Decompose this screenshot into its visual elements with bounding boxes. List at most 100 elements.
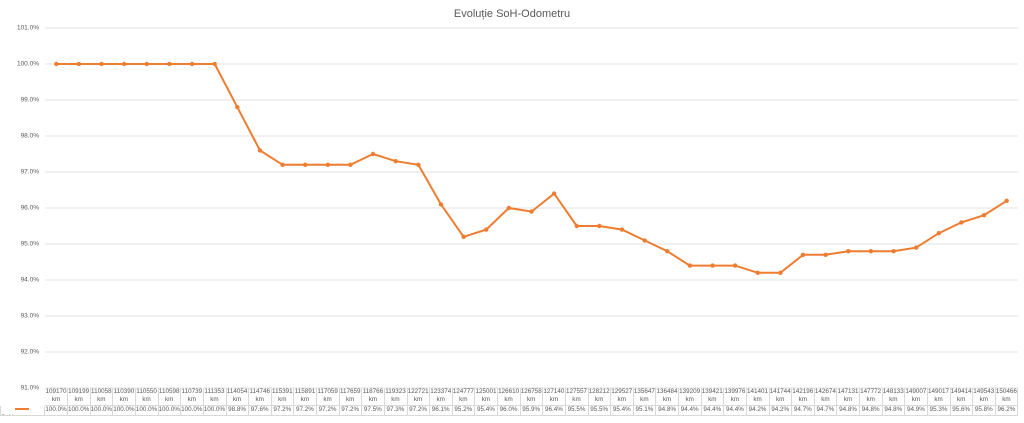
- category-cell: 118766 km: [361, 388, 385, 406]
- value-cell: 95.1%: [633, 406, 657, 416]
- value-cell: 94.8%: [859, 406, 883, 416]
- value-cell: 95.3%: [927, 406, 951, 416]
- value-cell: 95.8%: [972, 406, 996, 416]
- point-marker: [551, 191, 557, 196]
- point-marker: [800, 252, 806, 257]
- category-cell: 122721 km: [407, 388, 431, 406]
- category-cell: 139976 km: [723, 388, 747, 406]
- y-tick-label: 95.0%: [21, 241, 40, 248]
- point-marker: [121, 61, 127, 67]
- value-cell: 100.0%: [135, 406, 159, 416]
- point-marker: [529, 209, 534, 214]
- point-marker: [891, 249, 896, 254]
- category-cell: 123374 km: [429, 388, 453, 406]
- category-cell: 147131 km: [836, 388, 861, 406]
- point-marker: [325, 162, 331, 167]
- value-cell: 95.5%: [565, 406, 589, 416]
- point-marker: [823, 252, 828, 257]
- point-marker: [732, 263, 738, 268]
- value-cell: 95.2%: [452, 406, 476, 416]
- value-cell: 100.0%: [158, 406, 182, 416]
- category-cell: 115391 km: [271, 388, 295, 406]
- category-cell: 110390 km: [112, 388, 136, 406]
- value-cell: 95.5%: [588, 406, 612, 416]
- y-tick-label: 100.0%: [17, 61, 39, 68]
- value-cell: 95.4%: [474, 406, 499, 416]
- legend-label: SoH: [1, 414, 13, 415]
- point-marker: [755, 270, 760, 275]
- value-cell: 94.8%: [836, 406, 861, 416]
- point-marker: [574, 223, 579, 229]
- value-cell: 97.2%: [339, 406, 363, 416]
- category-cell: 114054 km: [226, 388, 250, 406]
- point-marker: [484, 227, 489, 232]
- category-cell: 125001 km: [474, 388, 499, 406]
- y-tick-label: 91.0%: [21, 385, 40, 392]
- point-marker: [348, 162, 353, 167]
- category-cell: 148133 km: [882, 388, 906, 406]
- category-cell: 142196 km: [791, 388, 815, 406]
- category-cell: 117059 km: [316, 388, 340, 406]
- category-cell: 141744 km: [769, 388, 793, 406]
- point-marker: [257, 148, 263, 153]
- y-tick-label: 98.0%: [21, 133, 40, 140]
- point-marker: [959, 220, 964, 225]
- value-cell: 94.7%: [814, 406, 838, 416]
- category-cell: 129527 km: [610, 388, 634, 406]
- point-marker: [778, 270, 783, 275]
- point-marker: [461, 234, 466, 239]
- value-cell: 94.4%: [701, 406, 725, 416]
- point-marker: [416, 162, 421, 167]
- point-marker: [868, 249, 874, 254]
- category-cell: 126610 km: [497, 388, 521, 406]
- y-tick-label: 92.0%: [21, 349, 40, 356]
- point-marker: [370, 151, 376, 157]
- point-marker: [936, 231, 942, 236]
- category-cell: 141401 km: [746, 388, 770, 406]
- point-marker: [144, 61, 150, 67]
- value-cell: 97.2%: [271, 406, 295, 416]
- category-cell: 149017 km: [927, 388, 951, 406]
- point-marker: [212, 61, 217, 67]
- category-cell: 110058 km: [90, 388, 114, 406]
- category-cell: 111353 km: [203, 388, 227, 406]
- category-cell: 127557 km: [565, 388, 589, 406]
- point-marker: [846, 249, 851, 254]
- point-marker: [235, 105, 240, 110]
- category-cell: 114746 km: [248, 388, 272, 406]
- value-cell: 96.0%: [497, 406, 521, 416]
- category-cell: 126758 km: [520, 388, 544, 406]
- category-cell: 115891 km: [293, 388, 318, 406]
- value-cell: 94.9%: [904, 406, 928, 416]
- value-cell: 94.8%: [882, 406, 906, 416]
- value-cell: 100.0%: [203, 406, 227, 416]
- category-cell: 109199 km: [67, 388, 91, 406]
- category-cell: 110550 km: [135, 388, 159, 406]
- value-cell: 97.2%: [316, 406, 340, 416]
- category-cell: 110739 km: [180, 388, 204, 406]
- point-marker: [597, 223, 602, 229]
- point-marker: [76, 61, 82, 67]
- point-marker: [54, 61, 59, 67]
- value-cell: 94.4%: [678, 406, 702, 416]
- value-cell: 94.7%: [791, 406, 815, 416]
- point-marker: [189, 61, 195, 67]
- value-cell: 94.4%: [723, 406, 747, 416]
- value-cell: 95.4%: [610, 406, 634, 416]
- point-marker: [913, 245, 919, 250]
- category-cell: 142674 km: [814, 388, 838, 406]
- category-cell: 124777 km: [452, 388, 476, 406]
- legend-cell: SoH: [0, 406, 45, 416]
- category-cell: 149543 km: [972, 388, 996, 406]
- value-cell: 97.5%: [361, 406, 385, 416]
- category-cell: 147772 km: [859, 388, 883, 406]
- category-cell: 110598 km: [158, 388, 182, 406]
- point-marker: [619, 227, 625, 232]
- legend-key: [15, 408, 29, 411]
- point-marker: [99, 61, 104, 67]
- category-cell: 139421 km: [701, 388, 725, 406]
- value-cell: 100.0%: [45, 406, 69, 416]
- category-cell: 127140 km: [542, 388, 566, 406]
- y-tick-label: 94.0%: [21, 277, 40, 284]
